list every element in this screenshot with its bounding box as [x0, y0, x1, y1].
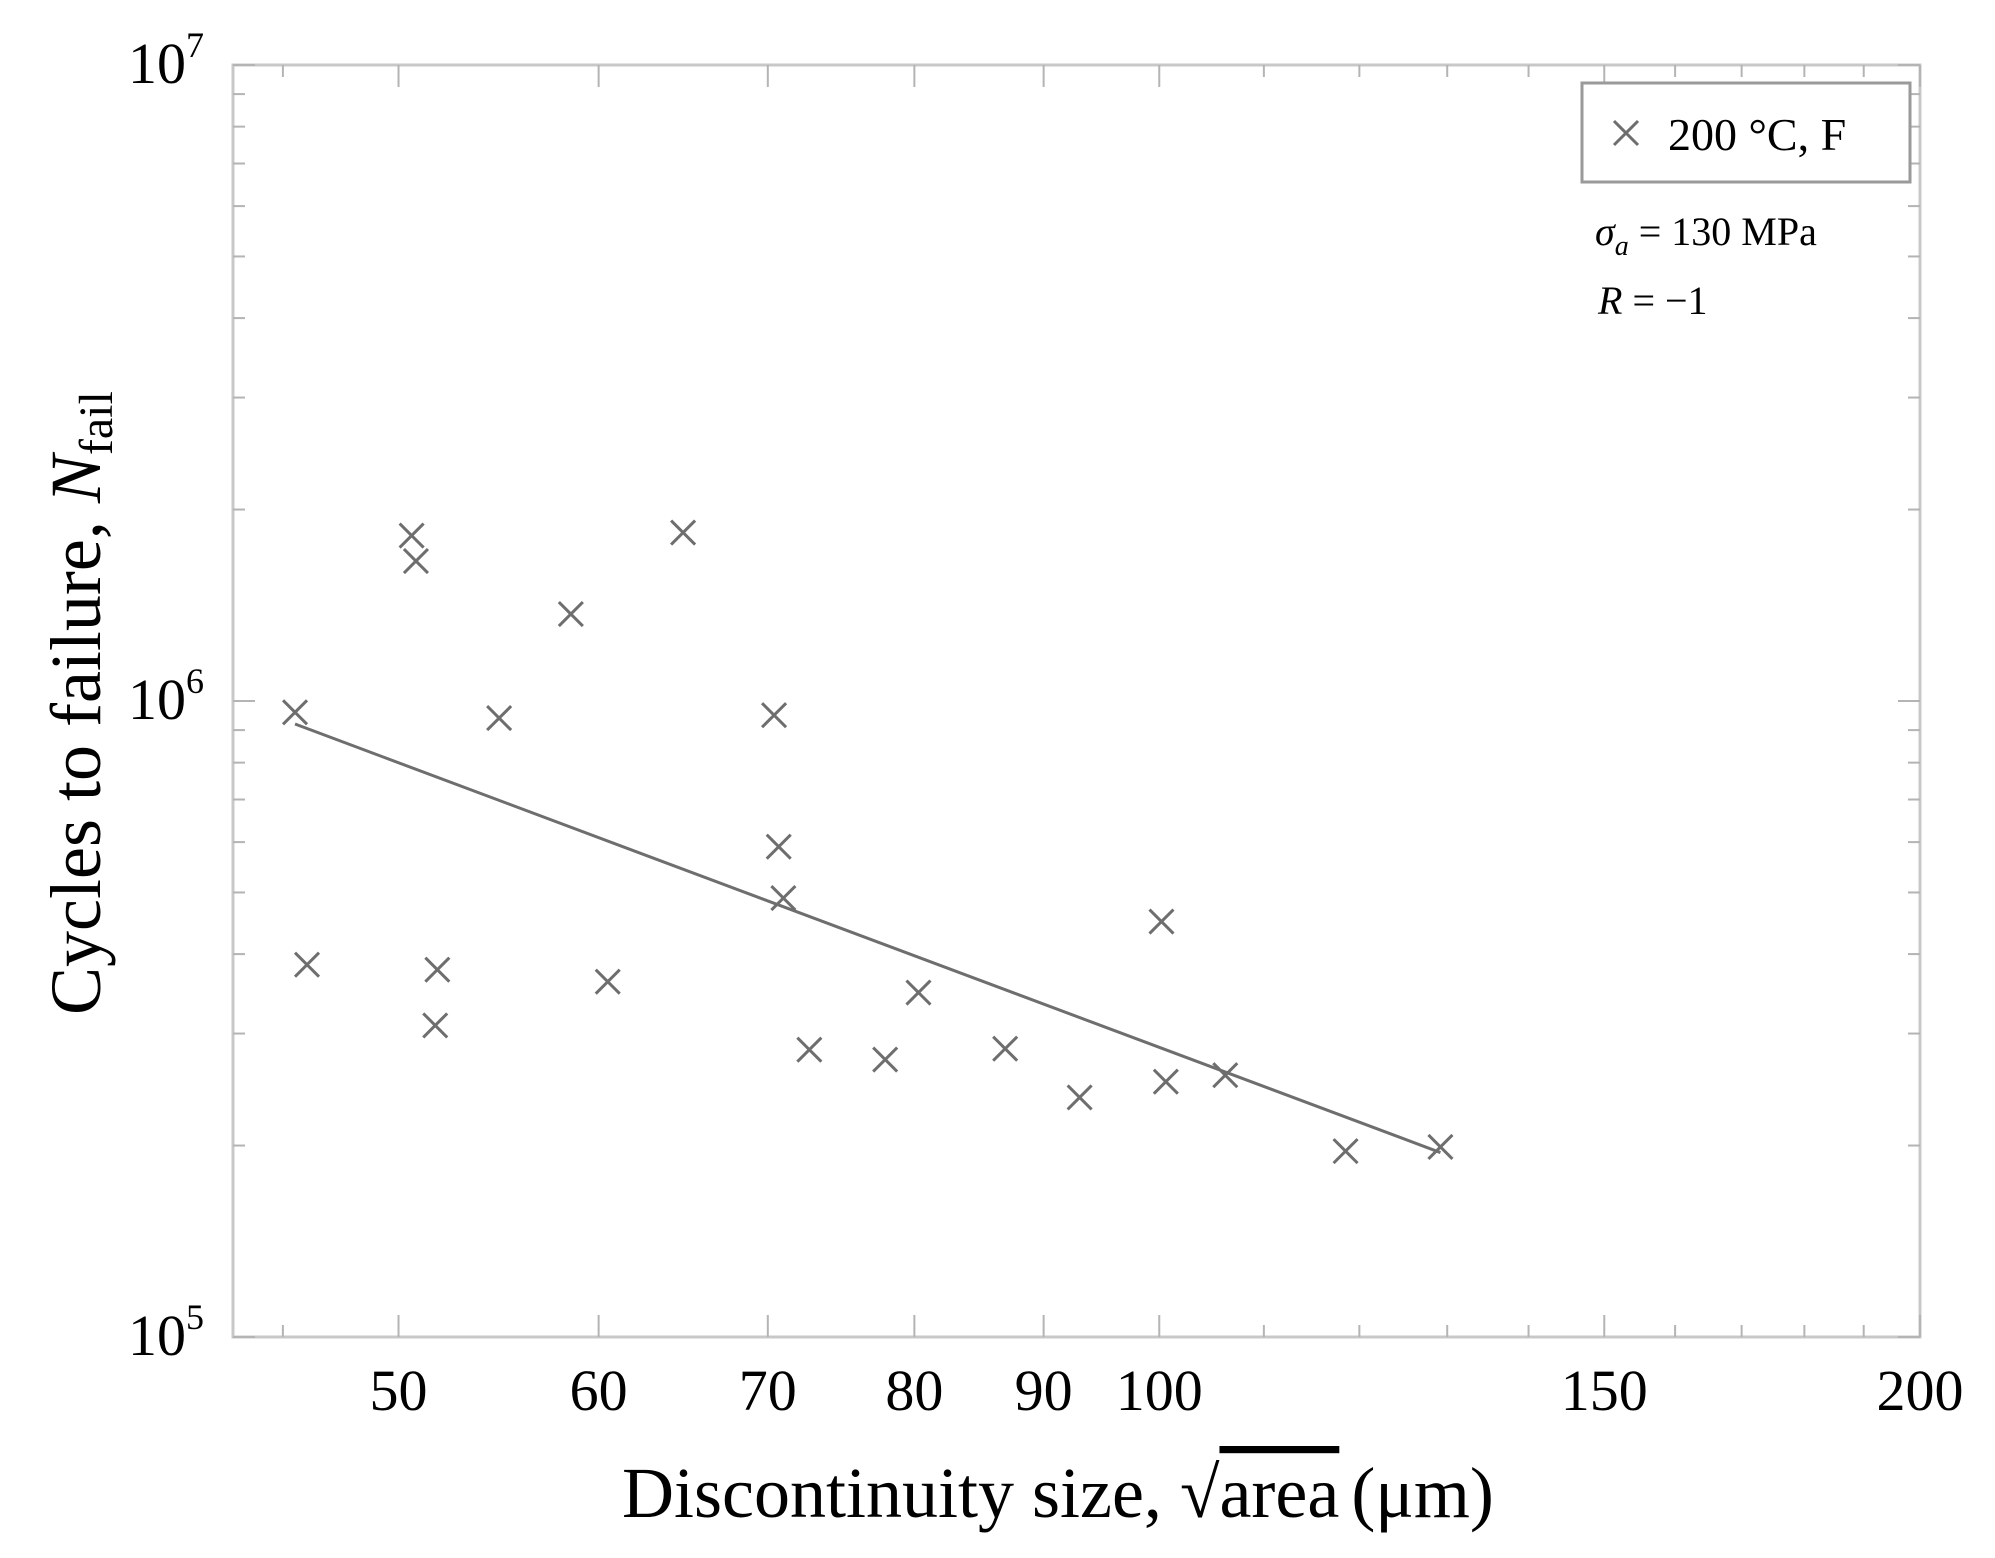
data-point — [486, 705, 513, 732]
data-point — [761, 702, 788, 729]
data-point — [1148, 908, 1175, 935]
data-point — [1066, 1084, 1093, 1111]
data-point — [905, 979, 932, 1006]
data-point — [765, 833, 792, 860]
annotation-stress-symbol: σ — [1595, 209, 1616, 254]
annotation-stress: σa = 130 MPa — [1595, 209, 1817, 262]
legend: 200 °C, F — [1580, 81, 1912, 184]
x-tick-label: 90 — [1015, 1358, 1073, 1423]
y-axis-title-subscript: fail — [70, 391, 123, 455]
x-tick-label: 80 — [885, 1358, 943, 1423]
y-axis-title-symbol: N — [36, 451, 116, 504]
y-tick-label: 106 — [128, 661, 204, 732]
data-point — [422, 1012, 449, 1039]
legend-box — [1580, 81, 1912, 184]
data-point — [1427, 1133, 1454, 1160]
data-point — [402, 547, 430, 575]
data-point — [770, 884, 797, 912]
data-point — [670, 519, 697, 546]
x-axis-title-unit: (μm) — [1351, 1453, 1494, 1533]
annotation-stress-subscript: a — [1615, 231, 1629, 262]
data-point — [872, 1046, 899, 1073]
y-tick-label-base: 10 — [128, 31, 186, 96]
annotation-stress-value: = 130 MPa — [1629, 209, 1817, 254]
data-point — [424, 956, 451, 983]
legend-marker-icon — [1612, 119, 1640, 147]
x-axis-title-prefix: Discontinuity size, — [622, 1453, 1180, 1533]
x-tick-label: 70 — [739, 1358, 797, 1423]
y-axis-title-prefix: Cycles to failure, — [36, 503, 116, 1015]
y-tick-label-base: 10 — [128, 1303, 186, 1368]
sqrt-symbol: √ — [1180, 1453, 1220, 1533]
x-tick-label: 60 — [570, 1358, 628, 1423]
data-point — [1212, 1062, 1239, 1089]
x-tick-label: 100 — [1116, 1358, 1203, 1423]
legend-label: 200 °C, F — [1668, 109, 1846, 160]
fit-line — [294, 722, 1441, 1154]
x-tick-label: 150 — [1561, 1358, 1648, 1423]
annotation-ratio: R = −1 — [1597, 278, 1708, 323]
y-tick-label-exponent: 7 — [186, 25, 204, 65]
x-tick-label: 200 — [1877, 1358, 1964, 1423]
data-point — [594, 968, 621, 995]
x-axis-title-sqrt-arg: area — [1219, 1453, 1339, 1533]
y-tick-label: 105 — [128, 1297, 204, 1368]
data-point — [992, 1035, 1019, 1062]
data-point — [281, 699, 309, 726]
data-points — [281, 519, 1454, 1165]
y-tick-label-base: 10 — [128, 667, 186, 732]
axis-ticks — [233, 64, 1921, 1338]
data-point — [398, 522, 425, 549]
x-axis-title: Discontinuity size, √area (μm) — [622, 1453, 1494, 1533]
data-point — [796, 1036, 823, 1063]
y-tick-label-exponent: 6 — [186, 661, 204, 701]
data-point — [557, 600, 584, 628]
y-tick-label-exponent: 5 — [186, 1297, 204, 1337]
data-point — [1332, 1138, 1359, 1165]
y-axis-title: Cycles to failure, Nfail — [36, 391, 123, 1015]
x-tick-label: 50 — [370, 1358, 428, 1423]
y-tick-label: 107 — [128, 25, 204, 96]
data-point — [1152, 1068, 1179, 1095]
annotation-ratio-symbol: R — [1597, 278, 1622, 323]
annotation-ratio-value: = −1 — [1622, 278, 1707, 323]
data-point — [293, 951, 321, 978]
plot-frame — [231, 63, 1922, 1339]
